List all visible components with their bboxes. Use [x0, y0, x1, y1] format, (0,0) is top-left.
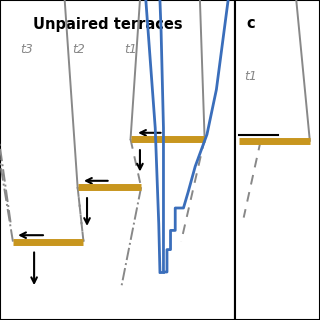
Text: Unpaired terraces: Unpaired terraces	[33, 17, 183, 31]
Text: t1: t1	[244, 70, 257, 83]
Text: t3: t3	[20, 43, 34, 56]
Text: c: c	[246, 17, 255, 31]
Text: t1: t1	[124, 43, 137, 56]
Text: t2: t2	[72, 43, 85, 56]
